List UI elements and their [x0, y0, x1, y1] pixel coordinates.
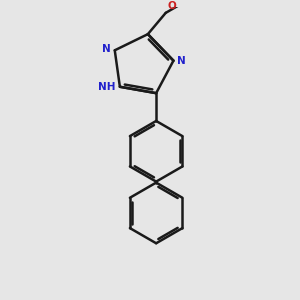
Text: O: O — [167, 1, 176, 11]
Text: N: N — [103, 44, 111, 54]
Text: N: N — [177, 56, 186, 66]
Text: NH: NH — [98, 82, 116, 92]
